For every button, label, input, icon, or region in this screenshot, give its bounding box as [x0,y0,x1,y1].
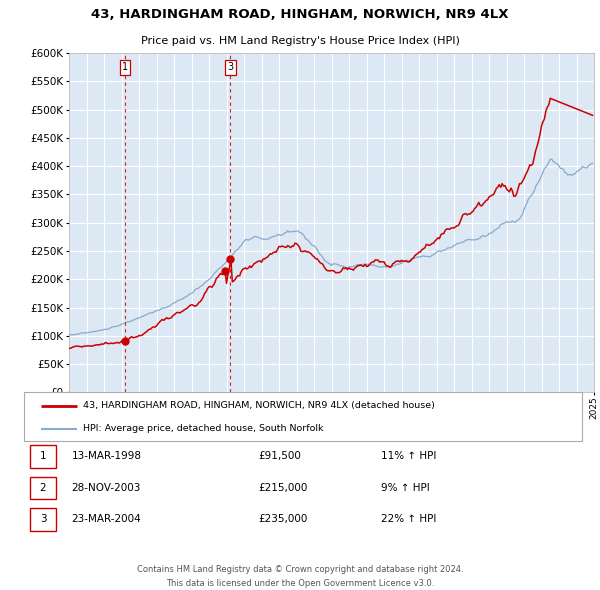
Text: 3: 3 [40,514,46,525]
Bar [29,445,56,468]
Text: 22% ↑ HPI: 22% ↑ HPI [381,514,436,525]
Text: 9% ↑ HPI: 9% ↑ HPI [381,483,430,493]
Text: 13-MAR-1998: 13-MAR-1998 [71,451,142,461]
Bar [29,508,56,531]
Text: 2: 2 [40,483,46,493]
Text: 23-MAR-2004: 23-MAR-2004 [71,514,141,525]
Bar [29,477,56,499]
Text: 43, HARDINGHAM ROAD, HINGHAM, NORWICH, NR9 4LX (detached house): 43, HARDINGHAM ROAD, HINGHAM, NORWICH, N… [83,401,434,411]
Text: 1: 1 [40,451,46,461]
Text: £235,000: £235,000 [259,514,308,525]
Text: £215,000: £215,000 [259,483,308,493]
Text: Price paid vs. HM Land Registry's House Price Index (HPI): Price paid vs. HM Land Registry's House … [140,37,460,47]
Text: 43, HARDINGHAM ROAD, HINGHAM, NORWICH, NR9 4LX: 43, HARDINGHAM ROAD, HINGHAM, NORWICH, N… [91,8,509,21]
Text: 11% ↑ HPI: 11% ↑ HPI [381,451,436,461]
Text: £91,500: £91,500 [259,451,301,461]
Text: 1: 1 [122,62,128,72]
Text: This data is licensed under the Open Government Licence v3.0.: This data is licensed under the Open Gov… [166,579,434,588]
Text: HPI: Average price, detached house, South Norfolk: HPI: Average price, detached house, Sout… [83,424,323,433]
Text: Contains HM Land Registry data © Crown copyright and database right 2024.: Contains HM Land Registry data © Crown c… [137,565,463,574]
Text: 3: 3 [227,62,233,72]
Text: 28-NOV-2003: 28-NOV-2003 [71,483,141,493]
